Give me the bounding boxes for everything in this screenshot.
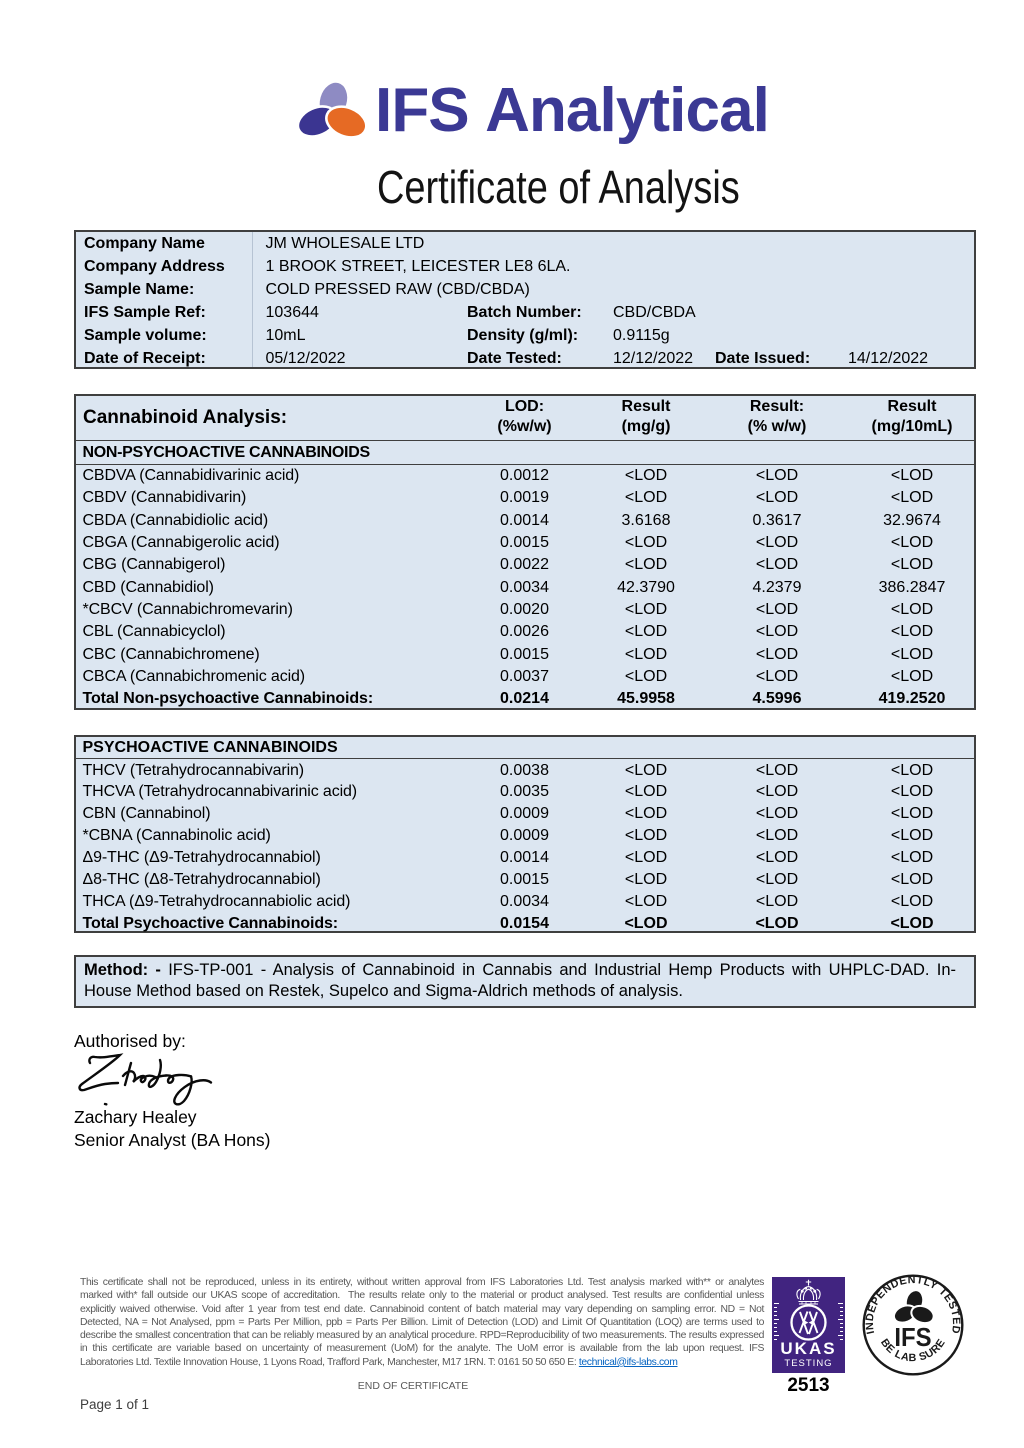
svg-text:UKAS: UKAS <box>780 1339 836 1358</box>
svg-text:TESTING: TESTING <box>784 1358 832 1369</box>
svg-text:IFS: IFS <box>894 1323 931 1352</box>
